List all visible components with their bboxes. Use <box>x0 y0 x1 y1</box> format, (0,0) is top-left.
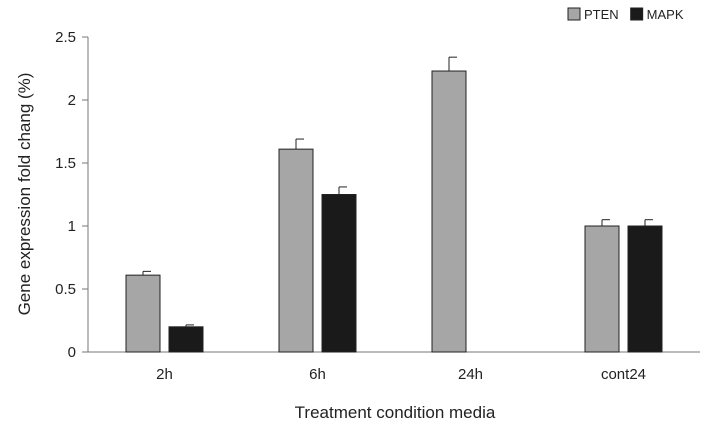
bar-pten <box>431 70 467 353</box>
bar-pten <box>278 148 314 353</box>
bar-pten <box>125 274 161 353</box>
bar-mapk <box>321 194 357 353</box>
x-tick-label: cont24 <box>601 366 646 383</box>
y-tick-label: 0.5 <box>55 281 76 298</box>
x-axis: 2h 6h 24h cont24 <box>88 351 700 383</box>
x-axis-title: Treatment condition media <box>295 403 496 422</box>
y-tick-label: 2 <box>68 92 76 109</box>
y-axis: 0 0.5 1 1.5 2 2.5 <box>55 29 89 361</box>
legend-swatch-mapk <box>630 7 644 21</box>
legend: PTEN MAPK <box>567 7 684 22</box>
legend-label-pten: PTEN <box>584 7 619 22</box>
y-tick-label: 2.5 <box>55 29 76 46</box>
bars <box>125 56 663 353</box>
legend-swatch-pten <box>567 7 581 21</box>
bar-mapk <box>627 225 663 353</box>
y-axis-title: Gene expression fold chang (%) <box>15 73 34 316</box>
bar-pten <box>584 225 620 353</box>
y-tick-label: 0 <box>68 344 76 361</box>
x-tick-label: 6h <box>309 366 326 383</box>
x-tick-label: 24h <box>458 366 483 383</box>
y-tick-label: 1.5 <box>55 155 76 172</box>
x-tick-label: 2h <box>156 366 173 383</box>
y-tick-label: 1 <box>68 218 76 235</box>
legend-label-mapk: MAPK <box>647 7 684 22</box>
bar-mapk <box>168 326 204 353</box>
